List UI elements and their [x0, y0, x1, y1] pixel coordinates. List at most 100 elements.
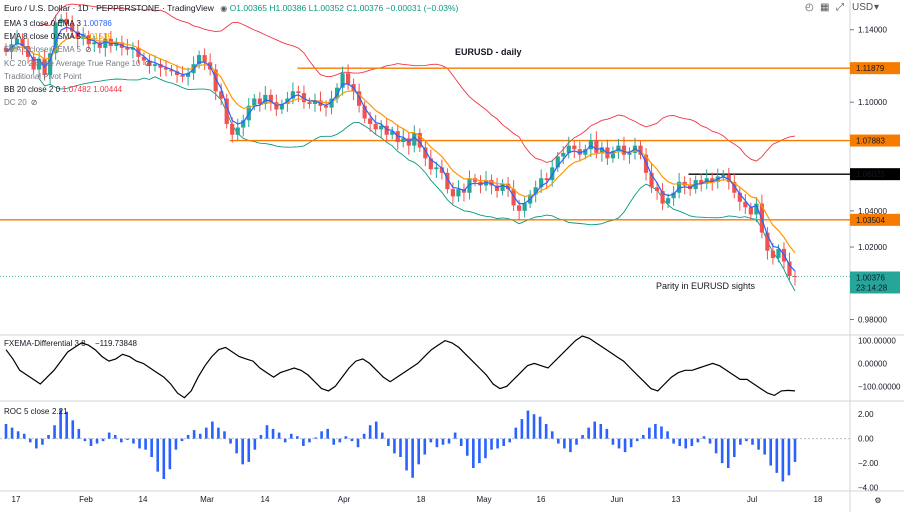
candle-body[interactable]: [522, 203, 527, 211]
candle-body[interactable]: [384, 125, 389, 135]
candle-body[interactable]: [721, 174, 726, 177]
candle-body[interactable]: [594, 140, 599, 153]
legend-item[interactable]: EMA 5 close 0 EMA 5 ⊘: [4, 45, 92, 54]
legend-item[interactable]: DC 20 ⊘: [4, 98, 37, 107]
candle-body[interactable]: [202, 55, 207, 63]
candle-body[interactable]: [279, 103, 284, 110]
candle-body[interactable]: [494, 185, 500, 191]
candle-body[interactable]: [610, 151, 616, 159]
eye-icon[interactable]: ◉: [220, 4, 228, 13]
candle-body[interactable]: [428, 158, 433, 170]
candle-body[interactable]: [732, 181, 737, 193]
candle-body[interactable]: [158, 64, 163, 68]
candle-body[interactable]: [439, 167, 444, 173]
candle-body[interactable]: [301, 93, 307, 103]
candle-body[interactable]: [125, 47, 130, 50]
candle-body[interactable]: [174, 71, 180, 76]
candle-body[interactable]: [334, 87, 340, 99]
candle-body[interactable]: [489, 180, 494, 186]
candle-body[interactable]: [765, 232, 770, 251]
candle-body[interactable]: [48, 53, 53, 76]
candle-body[interactable]: [544, 178, 549, 181]
legend-item[interactable]: KC 20 2 close Average True Range 10 ⊘: [4, 59, 151, 68]
expand-icon[interactable]: ⤢: [836, 2, 844, 13]
candle-body[interactable]: [627, 152, 632, 155]
candle-body[interactable]: [599, 147, 604, 153]
hidden-eye-icon[interactable]: ⊘: [144, 58, 152, 68]
candle-body[interactable]: [147, 60, 152, 66]
candle-body[interactable]: [390, 131, 395, 135]
candle-body[interactable]: [224, 98, 229, 124]
legend-item[interactable]: EMA 3 close 0 EMA 3 1.00786: [4, 19, 112, 28]
candle-body[interactable]: [307, 102, 312, 104]
candle-body[interactable]: [185, 73, 191, 77]
candle-body[interactable]: [197, 55, 202, 65]
candle-body[interactable]: [505, 183, 511, 190]
candle-body[interactable]: [103, 38, 108, 48]
candle-body[interactable]: [37, 58, 42, 70]
candle-body[interactable]: [312, 100, 318, 104]
candle-body[interactable]: [754, 203, 759, 215]
candle-body[interactable]: [638, 145, 643, 155]
candle-body[interactable]: [290, 91, 296, 99]
symbol-title[interactable]: Euro / U.S. Dollar · 1D · PEPPERSTONE · …: [4, 3, 214, 13]
candle-body[interactable]: [20, 38, 25, 47]
candle-body[interactable]: [726, 174, 731, 182]
candle-body[interactable]: [748, 207, 753, 215]
candle-body[interactable]: [345, 73, 351, 85]
candle-body[interactable]: [539, 178, 544, 188]
candle-body[interactable]: [649, 172, 654, 188]
candle-body[interactable]: [379, 125, 384, 130]
candle-body[interactable]: [423, 147, 428, 159]
candle-body[interactable]: [517, 205, 522, 211]
candle-body[interactable]: [450, 189, 456, 197]
candle-body[interactable]: [152, 64, 158, 66]
candle-body[interactable]: [70, 24, 75, 32]
candle-body[interactable]: [472, 178, 478, 182]
candle-body[interactable]: [776, 248, 781, 258]
candle-body[interactable]: [219, 91, 224, 99]
candle-body[interactable]: [577, 149, 582, 155]
candle-body[interactable]: [787, 261, 792, 277]
candle-body[interactable]: [53, 22, 58, 54]
candle-body[interactable]: [710, 178, 715, 182]
legend-item[interactable]: Traditional Pivot Point: [4, 72, 82, 81]
candle-body[interactable]: [329, 98, 334, 108]
candle-body[interactable]: [621, 145, 627, 155]
candle-body[interactable]: [252, 98, 257, 106]
candle-body[interactable]: [296, 91, 301, 94]
candle-body[interactable]: [213, 69, 218, 92]
candle-body[interactable]: [588, 140, 593, 150]
settings-icon[interactable]: ▦: [820, 2, 830, 13]
candle-body[interactable]: [59, 18, 64, 23]
candle-body[interactable]: [340, 73, 345, 88]
candle-body[interactable]: [583, 149, 588, 155]
candle-body[interactable]: [241, 120, 246, 128]
candle-body[interactable]: [770, 250, 776, 258]
candle-body[interactable]: [660, 190, 665, 204]
candle-body[interactable]: [500, 183, 505, 191]
candle-body[interactable]: [180, 75, 185, 77]
candle-body[interactable]: [230, 123, 235, 135]
camera-icon[interactable]: ◴: [805, 2, 814, 13]
candle-body[interactable]: [163, 67, 169, 70]
candle-body[interactable]: [737, 192, 742, 202]
candle-body[interactable]: [92, 42, 97, 45]
candle-body[interactable]: [533, 187, 538, 195]
candle-body[interactable]: [357, 91, 362, 106]
candle-body[interactable]: [14, 38, 20, 45]
hidden-eye-icon[interactable]: ⊘: [84, 45, 92, 55]
candle-body[interactable]: [169, 69, 174, 72]
candle-body[interactable]: [550, 167, 555, 181]
candle-body[interactable]: [566, 145, 571, 153]
candle-body[interactable]: [434, 167, 439, 170]
candle-body[interactable]: [323, 105, 329, 108]
candle-body[interactable]: [417, 132, 422, 148]
candle-body[interactable]: [235, 127, 240, 135]
candle-body[interactable]: [97, 42, 102, 48]
candle-body[interactable]: [114, 42, 119, 47]
candle-body[interactable]: [412, 132, 417, 146]
dropdown-icon[interactable]: ▾: [874, 2, 880, 13]
candle-body[interactable]: [654, 187, 660, 191]
